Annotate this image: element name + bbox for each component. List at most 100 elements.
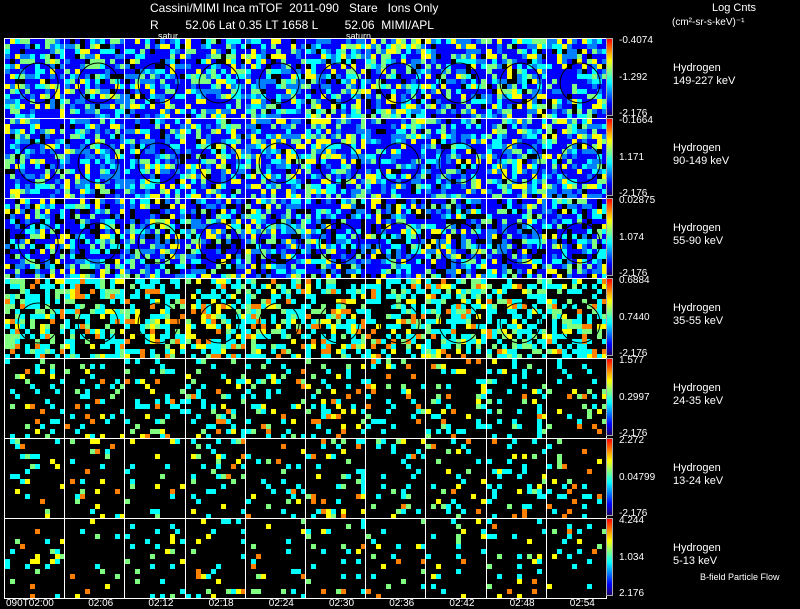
heatmap-cell xyxy=(10,179,15,184)
heatmap-cell xyxy=(235,169,241,174)
heatmap-cell xyxy=(200,224,206,229)
heatmap-cell xyxy=(230,139,236,144)
heatmap-cell xyxy=(90,44,96,49)
heatmap-cell xyxy=(306,144,311,149)
heatmap-cell xyxy=(30,129,35,134)
heatmap-cell xyxy=(90,119,96,124)
heatmap-cell xyxy=(85,159,91,164)
heatmap-cell xyxy=(486,184,492,189)
heatmap-cell xyxy=(511,159,517,164)
heatmap-cell xyxy=(75,269,81,274)
heatmap-cell xyxy=(396,209,402,214)
heatmap-cell xyxy=(130,59,136,64)
heatmap-cell xyxy=(85,99,91,104)
heatmap-cell xyxy=(386,104,392,109)
heatmap-cell xyxy=(376,99,382,104)
heatmap-cell xyxy=(245,229,251,234)
heatmap-cell xyxy=(591,119,597,124)
heatmap-cell xyxy=(140,249,146,254)
heatmap-cell xyxy=(321,149,326,154)
heatmap-cell xyxy=(501,89,507,94)
heatmap-cell xyxy=(120,229,125,234)
heatmap-cell xyxy=(90,84,96,89)
heatmap-cell xyxy=(140,49,146,54)
heatmap-cell xyxy=(220,224,226,229)
heatmap-cell xyxy=(60,119,65,124)
heatmap-cell xyxy=(235,129,241,134)
heatmap-cell xyxy=(511,109,517,114)
heatmap-cell xyxy=(516,164,522,169)
heatmap-cell xyxy=(90,244,96,249)
heatmap-cell xyxy=(85,169,91,174)
heatmap-cell xyxy=(546,164,552,169)
heatmap-cell xyxy=(20,109,25,114)
heatmap-cell xyxy=(50,214,55,219)
heatmap-cell xyxy=(376,184,382,189)
heatmap-cell xyxy=(526,169,532,174)
heatmap-cell xyxy=(45,124,50,129)
heatmap-cell xyxy=(150,89,156,94)
heatmap-cell xyxy=(381,139,387,144)
heatmap-cell xyxy=(566,139,572,144)
heatmap-cell xyxy=(536,179,542,184)
heatmap-cell xyxy=(110,154,116,159)
heatmap-cell xyxy=(70,114,76,118)
saturn-fov-circle xyxy=(198,62,240,104)
heatmap-cell xyxy=(421,84,426,89)
heatmap-cell xyxy=(215,79,221,84)
heatmap-cell xyxy=(386,209,392,214)
heatmap-cell xyxy=(356,104,361,109)
heatmap-cell xyxy=(235,189,241,194)
heatmap-cell xyxy=(225,224,231,229)
heatmap-cell xyxy=(521,194,527,198)
heatmap-cell xyxy=(225,194,231,198)
heatmap-cell xyxy=(145,129,151,134)
heatmap-cell xyxy=(205,149,211,154)
heatmap-cell xyxy=(546,184,552,189)
heatmap-cell xyxy=(426,134,432,139)
heatmap-cell xyxy=(506,139,512,144)
heatmap-cell xyxy=(265,219,271,224)
heatmap-cell xyxy=(300,69,305,74)
heatmap-cell xyxy=(541,49,546,54)
heatmap-cell xyxy=(295,184,301,189)
heatmap-cell xyxy=(175,129,181,134)
heatmap-cell xyxy=(396,219,402,224)
heatmap-cell xyxy=(326,154,331,159)
heatmap-cell xyxy=(190,109,196,114)
heatmap-cell xyxy=(516,169,522,174)
heatmap-cell xyxy=(536,69,542,74)
heatmap-cell xyxy=(220,69,226,74)
saturn-fov-circle xyxy=(77,62,119,104)
heatmap-cell xyxy=(75,154,81,159)
heatmap-cell xyxy=(356,69,361,74)
heatmap-cell xyxy=(376,104,382,109)
heatmap-cell xyxy=(285,249,291,254)
heatmap-cell xyxy=(85,49,91,54)
heatmap-cell xyxy=(40,84,45,89)
heatmap-cell xyxy=(150,59,156,64)
heatmap-cell xyxy=(371,134,377,139)
heatmap-cell xyxy=(491,94,497,99)
heatmap-cell xyxy=(25,129,30,134)
heatmap-cell xyxy=(411,179,417,184)
heatmap-cell xyxy=(446,59,452,64)
heatmap-cell xyxy=(90,274,96,278)
heatmap-cell xyxy=(586,64,592,69)
heatmap-cell xyxy=(306,89,311,94)
heatmap-cell xyxy=(155,154,161,159)
heatmap-cell xyxy=(30,89,35,94)
heatmap-cell xyxy=(190,154,196,159)
heatmap-cell xyxy=(401,204,407,209)
heatmap-cell xyxy=(150,174,156,179)
heatmap-cell xyxy=(175,114,181,118)
heatmap-cell xyxy=(280,69,286,74)
heatmap-cell xyxy=(80,144,86,149)
heatmap-cell xyxy=(185,84,191,89)
heatmap-cell xyxy=(15,124,20,129)
heatmap-cell xyxy=(456,159,462,164)
heatmap-cell xyxy=(195,239,201,244)
saturn-fov-circle xyxy=(198,142,240,184)
heatmap-cell xyxy=(391,139,397,144)
heatmap-cell xyxy=(105,149,111,154)
